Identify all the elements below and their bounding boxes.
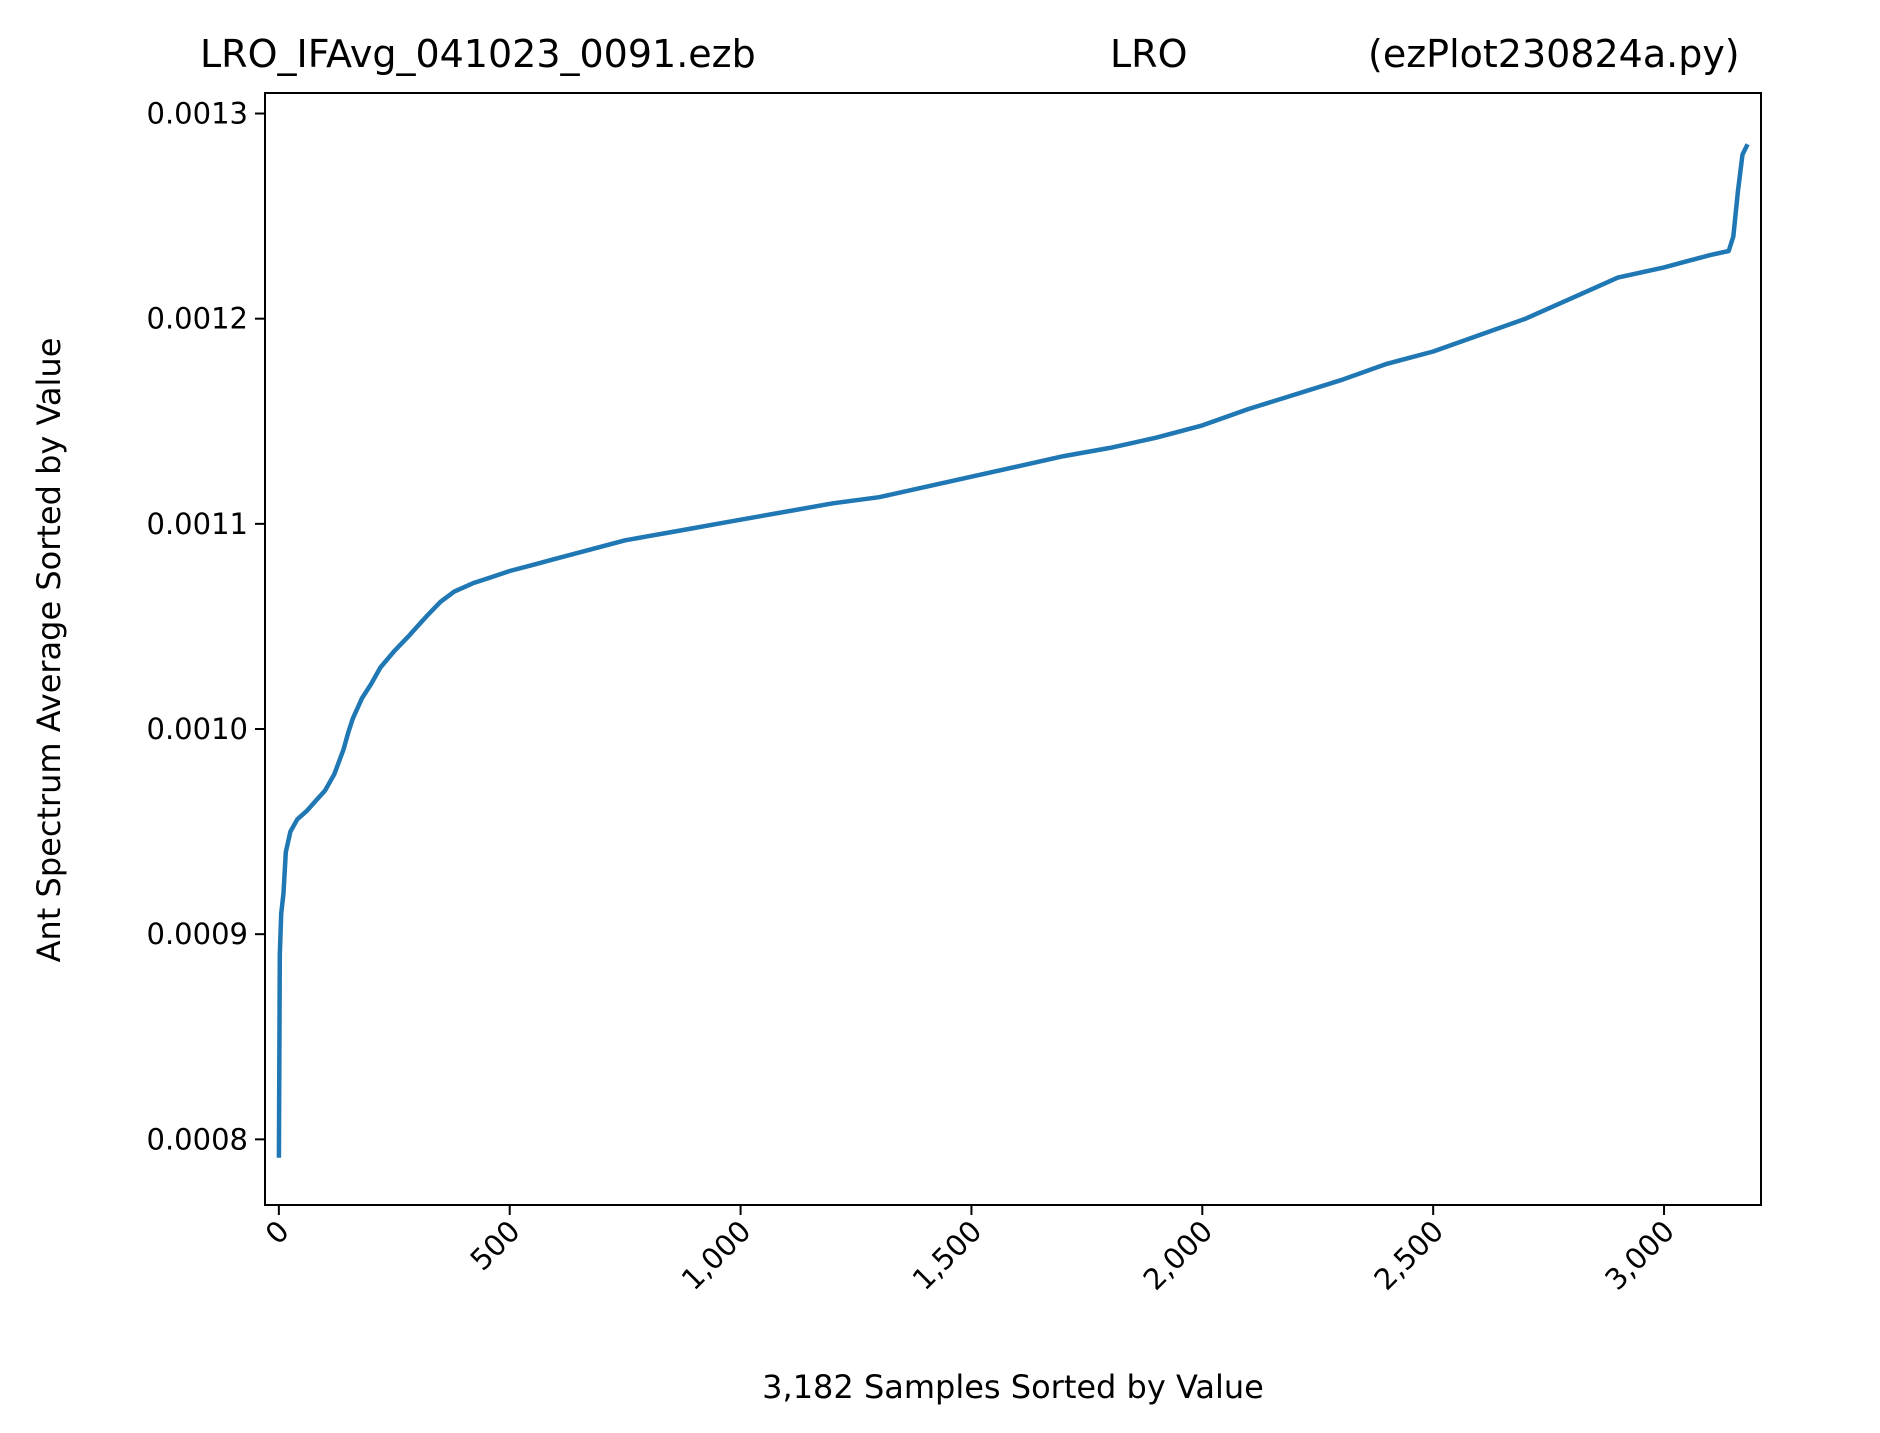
y-tick-label: 0.0010 <box>147 712 248 746</box>
y-axis-ticks: 0.0008 0.0009 0.0010 0.0011 0.0012 0.0013 <box>147 97 265 1156</box>
x-axis-label: 3,182 Samples Sorted by Value <box>762 1368 1264 1406</box>
y-tick-label: 0.0013 <box>147 97 248 131</box>
y-tick-label: 0.0012 <box>147 302 248 336</box>
chart-title-center: LRO <box>1110 32 1187 76</box>
plot-frame <box>264 92 1762 1206</box>
chart-title-right: (ezPlot230824a.py) <box>1368 32 1740 76</box>
series-line <box>276 143 1750 1158</box>
y-axis-label: Ant Spectrum Average Sorted by Value <box>30 338 68 963</box>
y-tick-label: 0.0009 <box>147 917 248 951</box>
chart-title-left: LRO_IFAvg_041023_0091.ezb <box>200 32 756 76</box>
y-tick-label: 0.0008 <box>147 1122 248 1156</box>
y-tick-label: 0.0011 <box>147 507 248 541</box>
